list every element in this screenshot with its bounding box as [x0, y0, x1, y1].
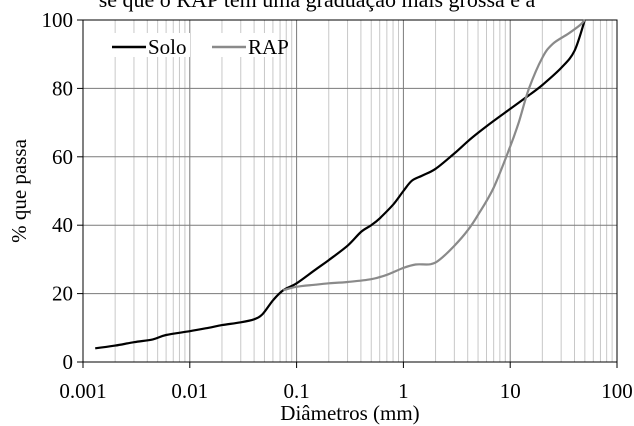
y-tick-label: 40 [52, 213, 73, 237]
x-tick-label: 1 [398, 379, 409, 403]
y-tick-label: 80 [52, 76, 73, 100]
series-line-rap [283, 19, 586, 292]
y-tick-label: 100 [42, 8, 74, 32]
y-tick-label: 0 [63, 350, 74, 374]
plot-area-border [82, 19, 618, 363]
x-tick-label: 0.1 [283, 379, 309, 403]
x-tick-label: 0.001 [59, 379, 106, 403]
legend-label-rap: RAP [248, 35, 289, 59]
legend-label-solo: Solo [148, 35, 187, 59]
x-tick-labels: 0.001 0.01 0.1 1 10 100 [59, 362, 633, 403]
legend: Solo RAP [108, 33, 289, 59]
y-tick-labels: 0 20 40 60 80 100 [42, 8, 83, 374]
x-tick-label: 0.01 [171, 379, 208, 403]
x-tick-label: 100 [601, 379, 633, 403]
y-tick-label: 20 [52, 282, 73, 306]
x-axis-label: Diâmetros (mm) [280, 401, 419, 425]
caption-fragment: se que o RAP tem uma graduação mais gros… [0, 0, 634, 12]
x-tick-label: 10 [500, 379, 521, 403]
legend-background [108, 33, 190, 57]
series-group [95, 19, 586, 350]
y-tick-label: 60 [52, 145, 73, 169]
y-axis-label: % que passa [7, 138, 31, 242]
minor-gridlines [114, 20, 613, 362]
series-line-solo [95, 19, 586, 350]
legend-background [208, 33, 278, 57]
